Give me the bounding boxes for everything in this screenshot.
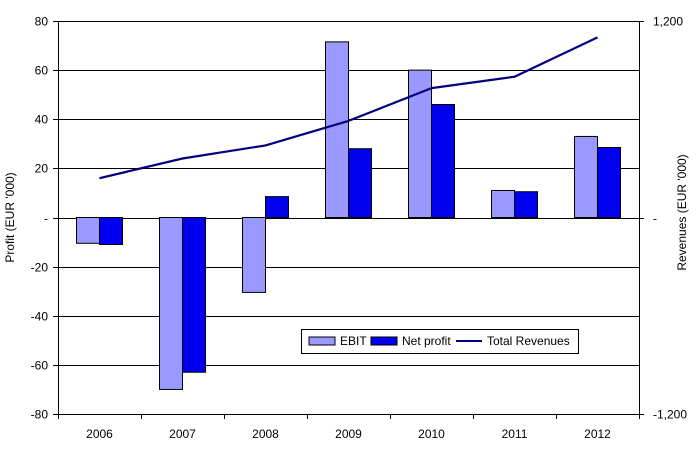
x-tick-label: 2010	[418, 427, 445, 441]
bar-net-profit	[183, 218, 206, 373]
bar-net-profit	[432, 105, 455, 218]
y-axis-title: Profit (EUR '000)	[3, 172, 17, 262]
x-tick-label: 2007	[169, 427, 196, 441]
bar-net-profit	[349, 149, 372, 218]
x-tick-label: 2012	[584, 427, 611, 441]
x-tick-label: 2011	[502, 427, 528, 441]
y2-tick-label: -	[653, 212, 657, 226]
y-tick-label: -20	[31, 261, 49, 275]
legend-swatch	[371, 337, 397, 345]
y-tick-label: -	[44, 212, 48, 226]
y-tick-label: 40	[35, 113, 49, 127]
legend-label: Total Revenues	[487, 334, 570, 348]
bar-net-profit	[515, 192, 538, 218]
bar-ebit	[160, 218, 183, 390]
bar-ebit	[243, 218, 266, 293]
bar-ebit	[492, 190, 515, 217]
bar-net-profit	[100, 218, 123, 245]
y2-tick-label: -1,200	[653, 408, 687, 422]
legend-swatch	[309, 337, 335, 345]
y-tick-label: -40	[31, 310, 49, 324]
bar-ebit	[326, 42, 349, 218]
x-tick-label: 2006	[86, 427, 113, 441]
bar-ebit	[77, 218, 100, 244]
legend: EBIT Net profit Total Revenues	[302, 330, 579, 354]
bar-net-profit	[266, 197, 289, 218]
y-tick-label: -60	[31, 359, 49, 373]
y-tick-label: 60	[35, 64, 49, 78]
bar-net-profit	[598, 147, 621, 217]
x-tick-label: 2009	[335, 427, 362, 441]
legend-label: Net profit	[402, 334, 451, 348]
bar-ebit	[575, 136, 598, 217]
legend-label: EBIT	[340, 334, 367, 348]
x-tick-label: 2008	[252, 427, 279, 441]
y2-axis-title: Revenues (EUR '000)	[675, 154, 689, 270]
y-tick-label: 80	[35, 15, 49, 29]
y-tick-label: -80	[31, 408, 49, 422]
y2-tick-label: 1,200	[653, 15, 683, 29]
y-tick-label: 20	[35, 162, 49, 176]
